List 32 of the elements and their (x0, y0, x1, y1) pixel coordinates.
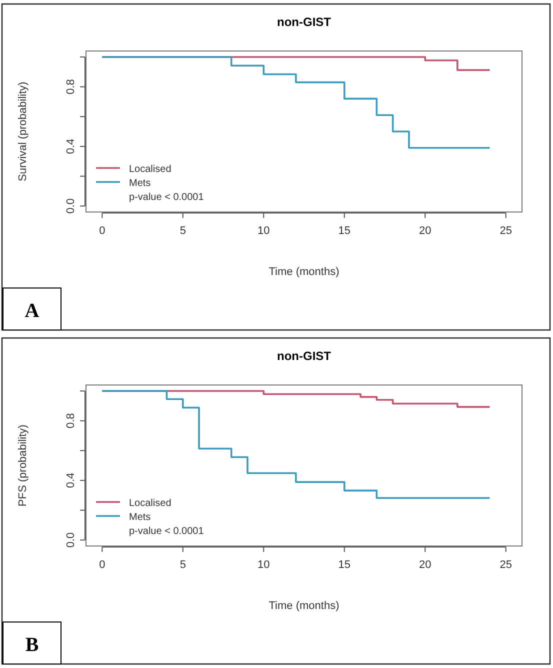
annotation: p-value < 0.0001 (129, 192, 204, 203)
x-tick-label: 15 (338, 559, 350, 571)
x-axis-title: Time (months) (268, 266, 340, 278)
x-tick-label: 0 (99, 225, 106, 237)
x-tick-label: 20 (418, 225, 432, 237)
legend-label: Mets (129, 178, 151, 189)
y-tick-label: 0.4 (65, 472, 77, 488)
annotation: p-value < 0.0001 (129, 526, 204, 537)
y-tick-label: 0.0 (65, 532, 77, 548)
x-axis-title: Time (months) (268, 600, 340, 612)
legend-label: Mets (129, 512, 151, 523)
text: A (24, 300, 40, 322)
x-tick-label: 5 (180, 559, 186, 571)
y-tick-label: 0.0 (65, 198, 77, 214)
y-axis-title: Survival (probability) (17, 82, 29, 182)
y-axis-title: PFS (probability) (17, 424, 29, 506)
legend-label: Localised (129, 498, 172, 509)
x-tick-label: 0 (99, 559, 106, 571)
text: B (25, 634, 39, 656)
x-tick-label: 25 (500, 225, 512, 237)
x-tick-label: 5 (180, 225, 186, 237)
x-tick-label: 20 (418, 559, 432, 571)
y-tick-label: 0.4 (65, 138, 77, 154)
chart-title: non-GIST (277, 15, 332, 29)
x-tick-label: 25 (500, 559, 512, 571)
x-tick-label: 15 (338, 225, 350, 237)
chart-title: non-GIST (277, 349, 332, 363)
y-tick-label: 0.8 (65, 79, 77, 94)
x-tick-label: 10 (258, 225, 270, 237)
x-tick-label: 10 (258, 559, 270, 571)
y-tick-label: 0.8 (65, 413, 77, 428)
legend-label: Localised (129, 164, 172, 175)
